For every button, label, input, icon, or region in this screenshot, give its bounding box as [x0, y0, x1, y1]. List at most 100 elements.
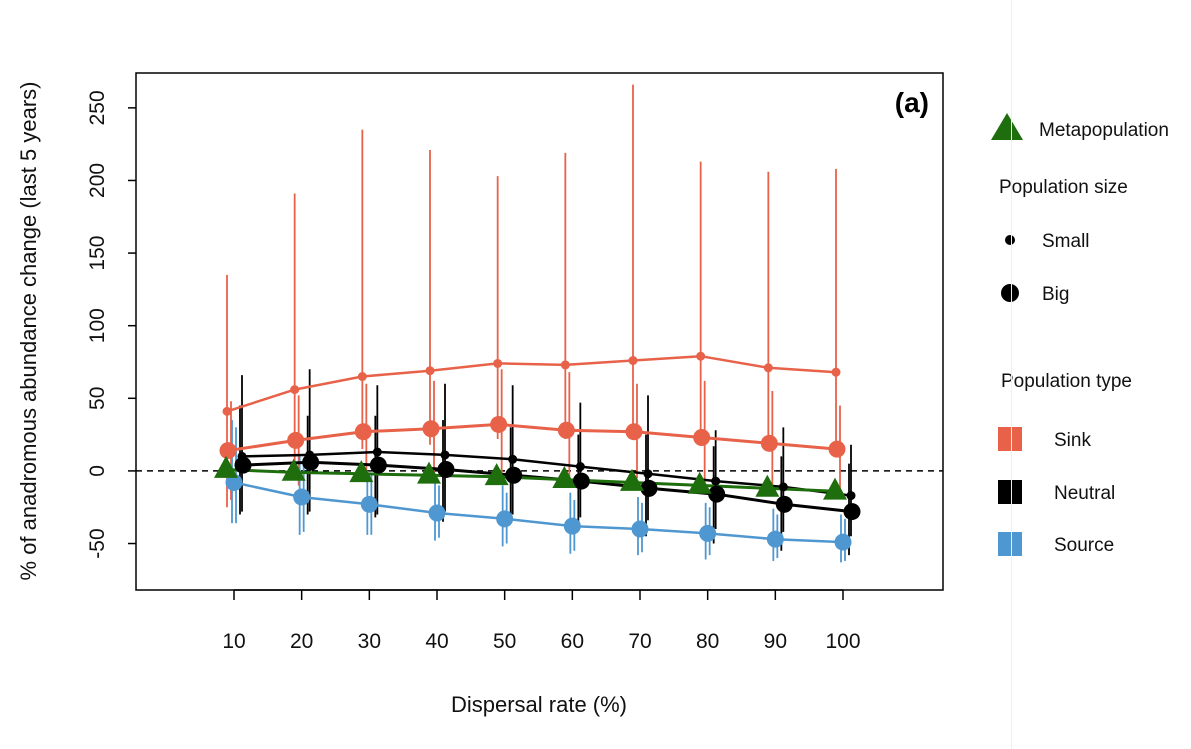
- point-sink-small: [831, 367, 841, 377]
- legend-neutral-swatch: [998, 480, 1022, 504]
- point-neutral-small: [643, 469, 653, 479]
- x-tick-label: 10: [222, 630, 245, 653]
- legend-size-title: Population size: [999, 177, 1128, 198]
- point-sink-small: [222, 406, 232, 416]
- point-sink-small: [628, 356, 638, 366]
- point-source-big: [699, 524, 717, 542]
- point-neutral-small: [846, 491, 856, 501]
- panel-label: (a): [895, 87, 929, 118]
- point-sink-small: [290, 385, 300, 395]
- line-source-small: [233, 481, 844, 544]
- x-tick-label: 90: [764, 630, 787, 653]
- y-tick-label: -50: [86, 528, 109, 558]
- legend-sink-label: Sink: [1054, 430, 1091, 451]
- legend-small-marker: [1005, 235, 1015, 245]
- point-source-big: [293, 488, 311, 506]
- x-tick-label: 30: [358, 630, 381, 653]
- point-sink-small: [493, 358, 503, 368]
- point-sink-big: [219, 442, 237, 460]
- point-source-big: [766, 530, 784, 548]
- point-source-big: [834, 533, 852, 551]
- point-sink-big: [760, 434, 778, 452]
- point-sink-big: [490, 415, 508, 433]
- y-axis: -50 0 50 100 150 200 250: [86, 90, 136, 559]
- point-neutral-big: [302, 453, 320, 471]
- point-neutral-small: [778, 482, 788, 492]
- point-metapopulation: [755, 474, 780, 497]
- legend-metapopulation-label: Metapopulation: [1039, 120, 1169, 141]
- line-metapopulation: [225, 468, 836, 493]
- point-neutral-big: [505, 466, 523, 484]
- point-source-big: [631, 520, 649, 538]
- point-neutral-big: [640, 479, 658, 497]
- legend-big-label: Big: [1042, 284, 1069, 305]
- point-neutral-big: [437, 460, 455, 478]
- point-source-big: [225, 474, 243, 492]
- legend-neutral-label: Neutral: [1054, 483, 1115, 504]
- x-tick-label: 20: [290, 630, 313, 653]
- y-tick-label: 50: [86, 387, 109, 410]
- line-sink-big: [227, 422, 838, 453]
- point-neutral-small: [711, 476, 721, 486]
- y-tick-label: 250: [86, 90, 109, 125]
- point-metapopulation: [620, 468, 644, 491]
- point-metapopulation: [484, 463, 509, 486]
- point-sink-big: [625, 423, 643, 441]
- point-sink-big: [287, 431, 305, 449]
- point-sink-small: [425, 366, 435, 376]
- legend-source-swatch: [998, 532, 1022, 556]
- x-tick-label: 40: [425, 630, 448, 653]
- x-tick-label: 100: [825, 630, 860, 653]
- line-sink-small: [226, 354, 837, 413]
- point-metapopulation: [552, 465, 577, 488]
- x-axis: 10 20 30 40 50 60 70 80 90 100: [222, 589, 861, 653]
- y-tick-label: 200: [86, 163, 109, 198]
- legend-small-label: Small: [1042, 231, 1090, 252]
- plot-frame: [135, 72, 944, 591]
- point-sink-small: [696, 351, 706, 361]
- point-neutral-big: [775, 495, 793, 513]
- point-metapopulation: [687, 471, 712, 494]
- x-tick-label: 50: [493, 630, 516, 653]
- point-neutral-big: [572, 472, 590, 490]
- point-source-big: [563, 517, 581, 535]
- point-source-big: [360, 495, 378, 513]
- point-metapopulation: [349, 460, 374, 483]
- point-sink-big: [354, 423, 372, 441]
- point-metapopulation: [417, 461, 441, 484]
- point-sink-big: [693, 429, 711, 447]
- panel-divider: [1011, 0, 1012, 749]
- point-metapopulation: [823, 477, 847, 500]
- point-sink-big: [828, 440, 846, 458]
- legend-sink-swatch: [998, 427, 1022, 451]
- point-source-big: [428, 504, 446, 522]
- legend-source-label: Source: [1054, 535, 1114, 556]
- chart-marks: [136, 84, 943, 563]
- point-metapopulation: [214, 455, 238, 478]
- point-sink-small: [357, 372, 367, 382]
- legend-type-title: Population type: [1001, 371, 1132, 392]
- y-axis-label: % of anadromous abundance change (last 5…: [16, 82, 41, 581]
- y-tick-label: 150: [86, 236, 109, 271]
- x-axis-label: Dispersal rate (%): [451, 692, 627, 717]
- point-neutral-small: [440, 450, 450, 460]
- legend-metapopulation-marker: [991, 113, 1023, 140]
- y-tick-label: 100: [86, 308, 109, 343]
- point-sink-small: [560, 360, 570, 370]
- x-tick-label: 60: [561, 630, 584, 653]
- point-metapopulation: [281, 458, 306, 481]
- legend-big-marker: [1001, 284, 1019, 302]
- point-neutral-small: [508, 454, 518, 464]
- point-neutral-big: [708, 485, 726, 503]
- point-neutral-big: [843, 503, 861, 521]
- point-sink-big: [422, 420, 440, 438]
- point-neutral-small: [372, 447, 382, 457]
- x-tick-label: 70: [628, 630, 651, 653]
- point-sink-big: [557, 421, 575, 439]
- point-neutral-small: [575, 462, 585, 472]
- point-sink-small: [763, 363, 773, 373]
- point-source-big: [496, 510, 514, 528]
- y-tick-label: 0: [86, 465, 109, 477]
- line-neutral-small: [241, 450, 852, 497]
